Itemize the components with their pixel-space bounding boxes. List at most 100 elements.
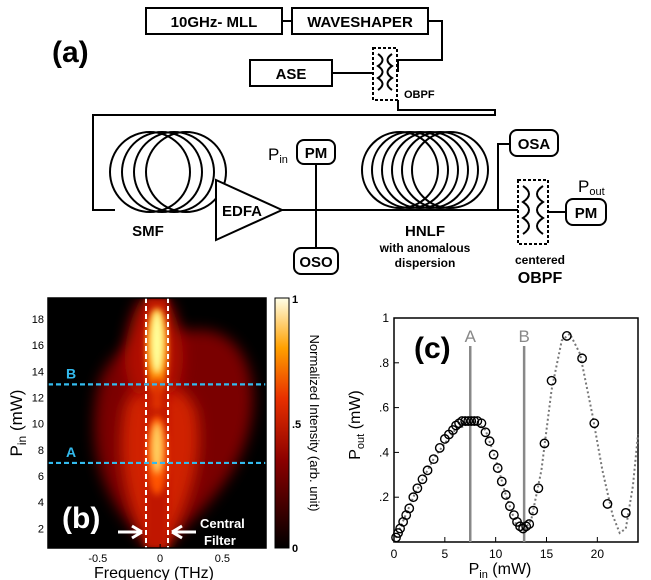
panel-c-plot-area [393, 317, 639, 543]
c-data-point [546, 375, 557, 386]
b-ytick-label: 4 [38, 497, 44, 509]
c-data-point [463, 416, 474, 426]
panel-a-setup: (a) 10GHz- MLL WAVESHAPER ASE OBPF SMF E… [52, 7, 607, 287]
c-data-point [422, 465, 433, 476]
oso-label: OSO [299, 254, 333, 271]
c-xtick-label: 0 [391, 547, 398, 561]
c-data-point [408, 492, 419, 503]
c-data-point [412, 483, 423, 494]
mll-label: 10GHz- MLL [171, 14, 258, 31]
c-data-point [524, 519, 535, 529]
waveshaper-label: WAVESHAPER [307, 14, 413, 31]
pm-in-label: PM [305, 145, 328, 162]
obpf-small-label: OBPF [404, 89, 435, 101]
smf-coil [109, 131, 227, 213]
ase-label: ASE [276, 66, 307, 83]
hnlf-note-2: dispersion [395, 256, 456, 270]
centered-label: centered [515, 253, 565, 267]
c-xtick-label: 20 [591, 547, 605, 561]
c-data-point [480, 427, 491, 438]
colorbar-label: Normalized Intensity (arb. unit) [307, 334, 322, 511]
panel-b-xlabel: Frequency (THz) [94, 565, 214, 580]
pm-out-label: PM [575, 205, 598, 222]
panel-c-ylabel: Pout (mW) [347, 390, 367, 460]
c-data-point [533, 483, 544, 494]
c-data-point [602, 499, 613, 509]
c-marker-a-label: A [465, 327, 477, 346]
panel-a-label: (a) [52, 36, 89, 69]
c-marker-b-label: B [518, 327, 529, 346]
c-xtick-label: 5 [441, 547, 448, 561]
hnlf-label: HNLF [405, 223, 445, 240]
c-ytick-label: .6 [379, 401, 389, 415]
b-ytick-label: 12 [32, 392, 44, 404]
oso-box [293, 247, 339, 275]
c-data-point [476, 418, 487, 429]
c-data-point [528, 505, 539, 516]
waveshaper-box [291, 7, 429, 35]
hnlf-coil [361, 131, 489, 209]
b-ytick-label: 16 [32, 340, 44, 352]
hnlf-note-1: with anomalous [379, 241, 471, 255]
pout-label: Pout [578, 177, 605, 198]
c-data-point [428, 454, 439, 465]
c-data-point [500, 490, 511, 500]
c-data-point [484, 436, 495, 447]
c-data-point [469, 416, 480, 426]
panel-c-xlabel: Pin (mW) [469, 561, 532, 580]
obpf-centered [517, 179, 549, 245]
c-data-point [466, 416, 477, 426]
osa-label: OSA [518, 136, 551, 153]
c-data-point [460, 416, 471, 426]
c-data-point [515, 521, 525, 532]
c-data-point [521, 521, 532, 532]
c-data-point [393, 528, 403, 538]
c-data-point [504, 501, 515, 512]
b-ytick-label: 8 [38, 445, 44, 457]
b-ytick-label: 6 [38, 471, 44, 483]
c-data-point [434, 443, 445, 453]
mll-box [145, 7, 283, 35]
colorbar-tick-0: 0 [292, 543, 298, 555]
b-ytick-label: 2 [38, 523, 44, 535]
panel-c-label: (c) [414, 332, 451, 365]
colorbar-tick-1: 1 [292, 294, 298, 306]
ase-box [249, 59, 333, 87]
c-data-point [492, 463, 503, 473]
c-data-point [488, 449, 499, 460]
c-ytick-label: 1 [382, 311, 389, 325]
colorbar-tick-half: .5 [292, 419, 301, 431]
pin-label: Pin [268, 145, 288, 166]
c-data-point [454, 418, 464, 429]
osa-box [509, 129, 559, 157]
c-data-point [561, 331, 572, 341]
c-data-point [417, 474, 428, 485]
filter-label-2: Filter [204, 533, 236, 548]
filter-label-1: Central [200, 516, 245, 531]
panel-b-label: (b) [62, 502, 100, 535]
obpf-big-label: OBPF [518, 270, 563, 287]
c-data-point [577, 353, 587, 364]
pm-out-box [565, 198, 607, 226]
c-data-point [589, 418, 600, 429]
c-xtick-label: 15 [540, 547, 554, 561]
filter-arrow-left [118, 524, 143, 540]
pm-in-box [296, 139, 336, 165]
c-data-point [620, 507, 631, 518]
b-line-a-label: A [66, 444, 76, 460]
b-xtick-label: 0.5 [215, 553, 230, 565]
c-xtick-label: 10 [489, 547, 503, 561]
b-xtick-label: 0 [157, 553, 163, 565]
panel-b-ylabel: Pin (mW) [7, 390, 29, 457]
c-data-point [404, 503, 415, 514]
b-ytick-label: 14 [32, 366, 44, 378]
c-ytick-label: .2 [379, 490, 389, 504]
c-ytick-label: .4 [379, 445, 389, 459]
c-data-point [496, 476, 507, 487]
b-ytick-label: 18 [32, 314, 44, 326]
filter-arrow-right [171, 524, 196, 540]
c-data-point [539, 438, 550, 449]
edfa-label: EDFA [222, 203, 262, 220]
c-data-point [457, 416, 468, 426]
colorbar [274, 297, 290, 549]
